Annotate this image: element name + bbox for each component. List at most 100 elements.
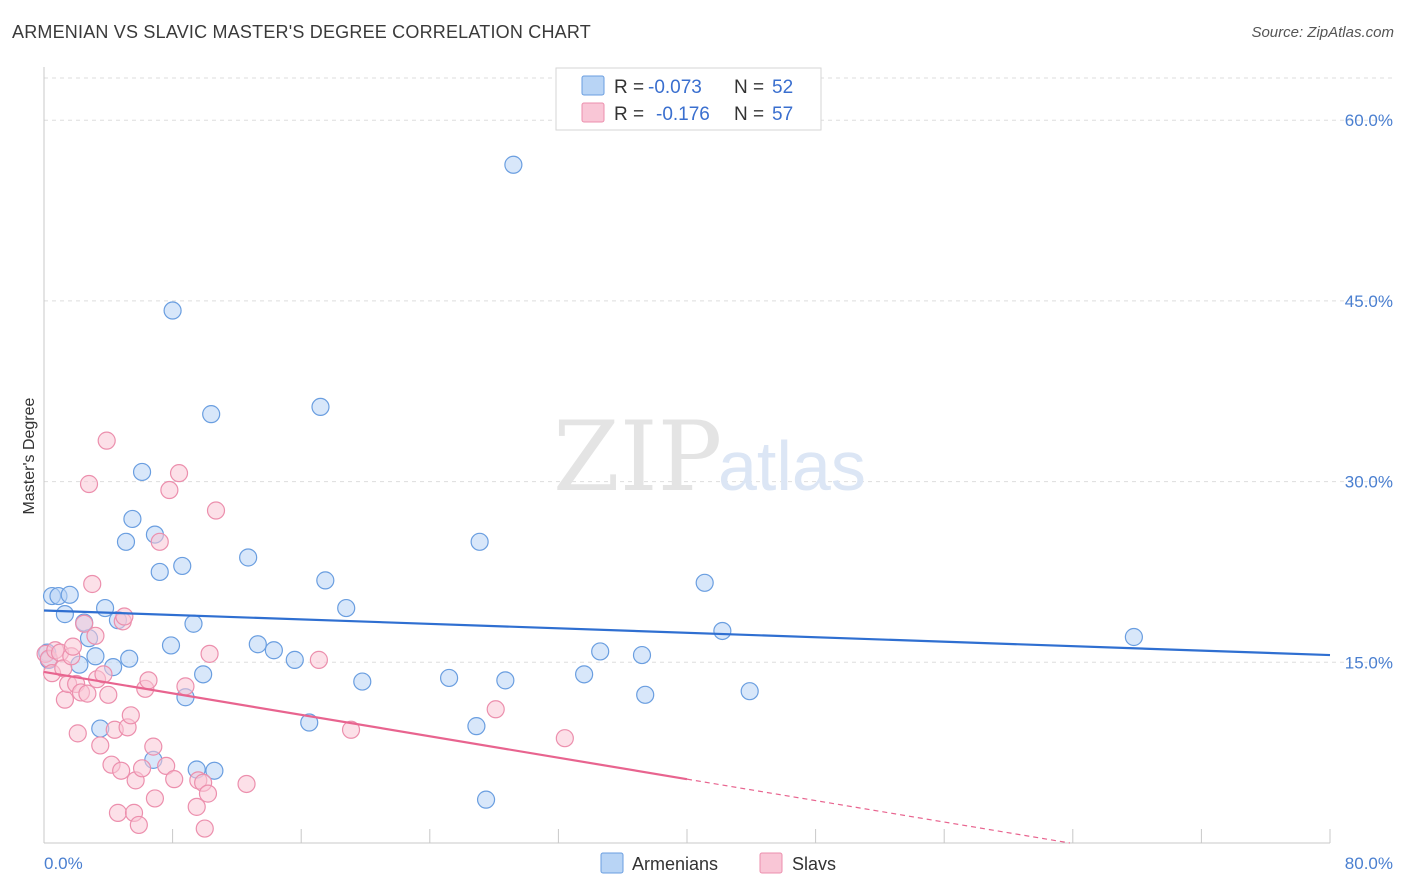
armenians-point	[632, 645, 652, 665]
slavs-point	[75, 614, 94, 633]
x-tick-label-min: 0.0%	[44, 854, 83, 873]
slavs-trend-line	[43, 670, 688, 781]
slavs-point	[160, 480, 179, 500]
bottom-legend-slavs-label: Slavs	[792, 854, 836, 874]
y-tick-label: 30.0%	[1345, 473, 1393, 492]
slavs-point	[86, 626, 105, 645]
armenians-point	[248, 635, 267, 654]
slavs-trend-extension	[686, 778, 1071, 844]
slavs-point	[129, 815, 148, 835]
armenians-point	[695, 573, 714, 592]
legend-armenians-r-label: R =	[614, 77, 644, 98]
armenians-point	[1124, 627, 1143, 647]
trend-lines	[43, 609, 1331, 844]
legend-armenians-n-label: N =	[734, 77, 764, 98]
armenians-point	[86, 647, 105, 666]
bottom-legend: Armenians Slavs	[600, 852, 836, 874]
slavs-point	[157, 756, 176, 776]
bottom-legend-armenians-label: Armenians	[632, 854, 718, 874]
watermark-atlas: atlas	[718, 427, 866, 505]
legend-armenians-r-value: -0.073	[648, 77, 702, 98]
legend-slavs-r-value: -0.176	[656, 104, 710, 125]
armenians-point	[132, 462, 152, 482]
chart-title: ARMENIAN VS SLAVIC MASTER'S DEGREE CORRE…	[12, 22, 591, 42]
legend-box: R = -0.073 N = 52 R = -0.176 N = 57	[555, 67, 822, 131]
armenians-point	[95, 598, 115, 618]
axes	[43, 67, 1331, 844]
slavs-point	[206, 501, 226, 520]
tick-labels: 15.0% 30.0% 45.0% 60.0% 0.0% 80.0%	[44, 111, 1393, 873]
slavs-point	[112, 761, 131, 780]
slavs-point	[97, 431, 116, 450]
armenians-point	[150, 562, 169, 582]
slavs-point	[145, 789, 165, 808]
bottom-legend-slavs-swatch	[759, 852, 783, 874]
armenians-point	[194, 665, 213, 684]
slavs-point	[68, 724, 87, 743]
slavs-point	[341, 720, 361, 739]
armenians-point	[55, 605, 74, 624]
legend-armenians-swatch	[581, 75, 605, 96]
armenians-point	[439, 668, 459, 688]
data-points	[36, 155, 1143, 838]
armenians-point	[123, 509, 142, 529]
slavs-point	[63, 637, 83, 656]
grid-lines	[44, 77, 1394, 663]
legend-slavs-n-label: N =	[734, 104, 764, 125]
armenians-point	[337, 598, 356, 618]
y-tick-label: 45.0%	[1345, 292, 1393, 311]
armenians-point	[476, 790, 496, 809]
slavs-point	[150, 532, 169, 551]
armenians-point	[470, 532, 489, 551]
armenians-point	[353, 672, 372, 691]
armenians-point	[184, 614, 203, 633]
x-tick-label-max: 80.0%	[1345, 854, 1393, 873]
armenians-point	[116, 532, 136, 551]
armenians-point	[239, 548, 258, 567]
slavs-point	[79, 474, 99, 494]
slavs-point	[200, 644, 219, 663]
chart-source: Source: ZipAtlas.com	[1251, 24, 1394, 41]
armenians-point	[163, 301, 182, 320]
armenians-trend-line	[43, 609, 1331, 657]
legend-slavs-r-label: R =	[614, 104, 644, 125]
y-tick-label: 15.0%	[1345, 653, 1393, 672]
slavs-point	[78, 684, 97, 703]
armenians-point	[285, 650, 304, 669]
slavs-point	[121, 706, 140, 725]
slavs-point	[309, 650, 328, 669]
slavs-point	[99, 685, 118, 704]
armenians-point	[173, 556, 192, 576]
slavs-point	[165, 770, 184, 789]
armenians-point	[575, 665, 594, 684]
armenians-point	[740, 682, 759, 701]
slavs-point	[187, 797, 206, 816]
y-tick-label: 60.0%	[1345, 111, 1393, 130]
armenians-point	[591, 642, 610, 661]
armenians-point	[300, 713, 319, 732]
armenians-point	[60, 585, 79, 604]
slavs-point	[176, 677, 195, 696]
armenians-point	[713, 621, 732, 641]
slavs-point	[486, 700, 505, 719]
slavs-point	[91, 736, 110, 755]
slavs-point	[132, 759, 152, 778]
armenians-point	[264, 641, 283, 660]
slavs-point	[55, 690, 74, 709]
armenians-point	[467, 717, 486, 736]
y-axis-label: Master's Degree	[21, 397, 38, 514]
slavs-point	[198, 784, 218, 803]
legend-armenians-n-value: 52	[772, 77, 793, 98]
watermark: ZIP atlas	[553, 401, 866, 513]
armenians-point	[161, 636, 181, 655]
slavs-point	[108, 803, 128, 822]
armenians-point	[202, 405, 221, 424]
armenians-point	[496, 671, 515, 690]
armenians-point	[311, 397, 330, 417]
armenians-point	[316, 571, 335, 590]
slavs-point	[139, 671, 158, 690]
bottom-legend-armenians-swatch	[600, 852, 624, 874]
slavs-point	[195, 819, 214, 838]
armenians-point	[636, 685, 655, 704]
